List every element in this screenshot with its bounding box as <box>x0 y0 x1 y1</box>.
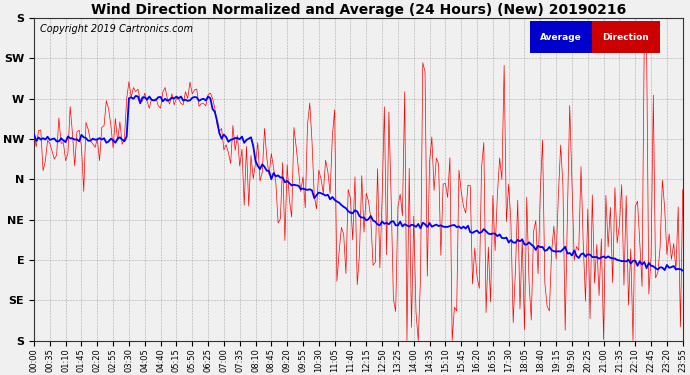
Text: Copyright 2019 Cartronics.com: Copyright 2019 Cartronics.com <box>41 24 193 34</box>
FancyBboxPatch shape <box>531 21 592 53</box>
Text: Direction: Direction <box>602 33 649 42</box>
Title: Wind Direction Normalized and Average (24 Hours) (New) 20190216: Wind Direction Normalized and Average (2… <box>91 3 626 17</box>
Text: Average: Average <box>540 33 582 42</box>
FancyBboxPatch shape <box>592 21 660 53</box>
